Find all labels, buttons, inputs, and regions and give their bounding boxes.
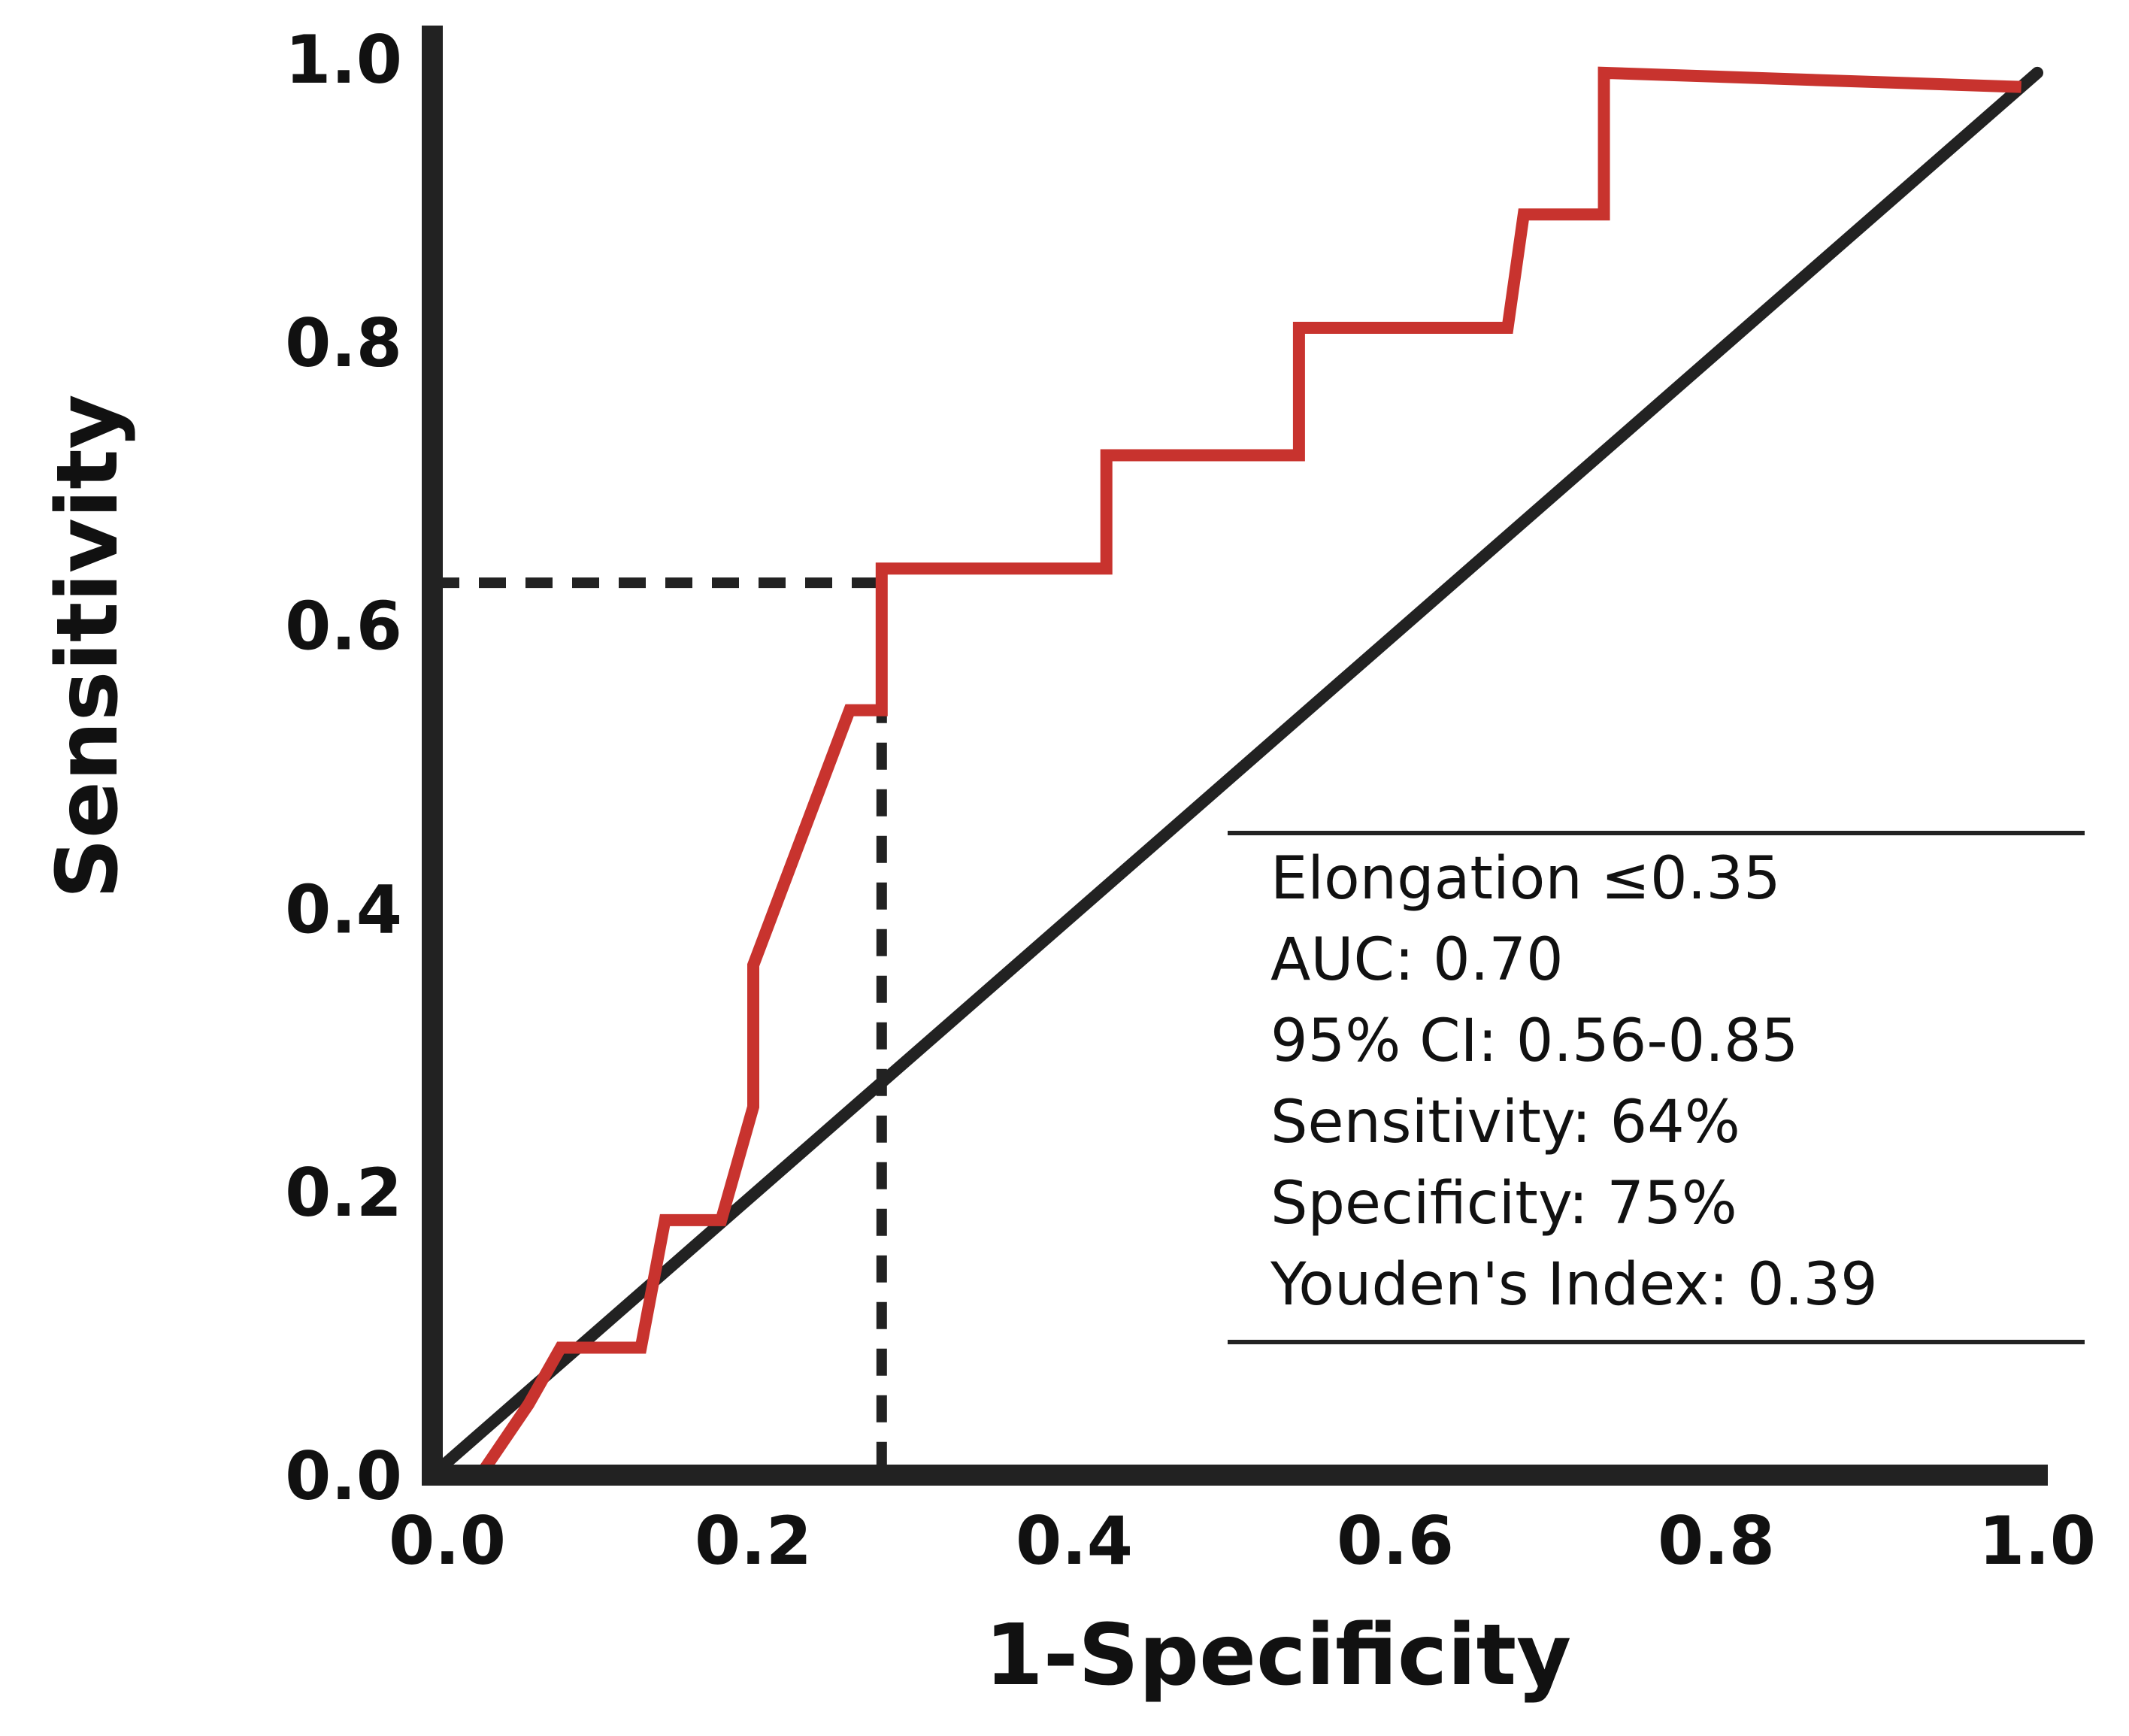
y-tick-label: 1.0 — [285, 21, 402, 98]
roc-curve-line — [475, 66, 2021, 1479]
x-tick-labels: 0.0 0.2 0.4 0.6 0.8 1.0 — [389, 1502, 2096, 1580]
annotation-line-2: AUC: 0.70 — [1270, 926, 1564, 994]
y-tick-labels: 0.0 0.2 0.4 0.6 0.8 1.0 — [285, 21, 402, 1515]
x-tick-label: 1.0 — [1979, 1502, 2096, 1580]
annotation-line-1: Elongation ≤0.35 — [1270, 845, 1781, 913]
x-tick-label: 0.0 — [389, 1502, 506, 1580]
x-tick-label: 0.8 — [1658, 1502, 1775, 1580]
y-tick-label: 0.0 — [285, 1438, 402, 1515]
annotation-line-4: Sensitivity: 64% — [1270, 1089, 1740, 1156]
reference-diagonal-line — [426, 66, 2043, 1481]
annotation-line-3: 95% CI: 0.56-0.85 — [1270, 1007, 1798, 1075]
y-tick-label: 0.6 — [285, 588, 402, 665]
x-tick-label: 0.4 — [1016, 1502, 1133, 1580]
annotation-line-6: Youden's Index: 0.39 — [1270, 1251, 1878, 1319]
y-tick-label: 0.8 — [285, 304, 402, 382]
annotation-text-block: Elongation ≤0.35 AUC: 0.70 95% CI: 0.56-… — [1270, 845, 1878, 1319]
x-axis-title: 1-Specificity — [985, 1607, 1571, 1704]
y-tick-label: 0.4 — [285, 871, 402, 948]
x-tick-label: 0.2 — [695, 1502, 812, 1580]
annotation-line-5: Specificity: 75% — [1270, 1170, 1737, 1238]
y-tick-label: 0.2 — [285, 1154, 402, 1232]
x-tick-label: 0.6 — [1337, 1502, 1454, 1580]
y-axis-title: Sensitivity — [39, 394, 137, 898]
